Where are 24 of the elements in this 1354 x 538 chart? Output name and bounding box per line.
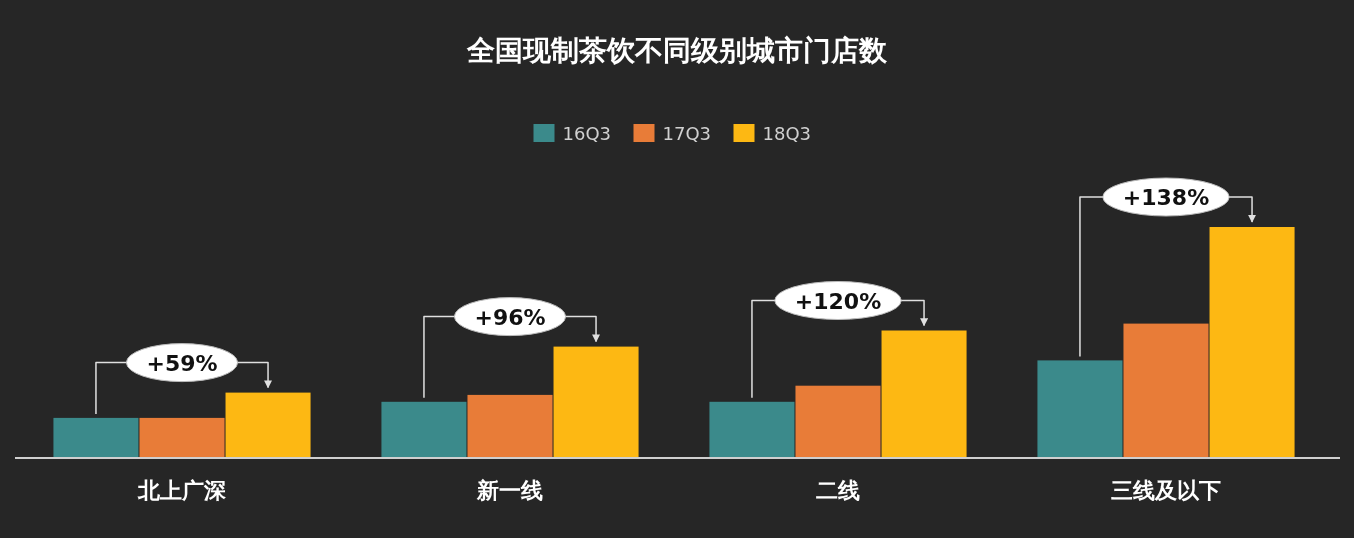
bar (709, 401, 795, 457)
x-tick-label: 北上广深 (137, 478, 226, 503)
bar (225, 392, 311, 457)
bar (139, 417, 225, 457)
annotation: +120% (794, 288, 882, 314)
bar (1037, 360, 1123, 457)
bar (1123, 323, 1209, 457)
legend-label: 17Q3 (662, 123, 712, 144)
x-tick-label: 二线 (816, 478, 860, 503)
bar (881, 330, 967, 457)
bar (553, 346, 639, 457)
bar (1209, 227, 1295, 457)
text: +138% (1122, 185, 1210, 210)
x-tick-label: 三线及以下 (1111, 478, 1221, 503)
legend-label: 16Q3 (562, 123, 612, 144)
chart-title: 全国现制茶饮不同级别城市门店数 (466, 34, 888, 67)
bar (795, 385, 881, 457)
annotation: +59% (146, 350, 218, 376)
bar (381, 401, 467, 457)
annotation: +96% (474, 304, 546, 330)
bar (467, 394, 553, 457)
bar (53, 417, 139, 457)
legend-label: 18Q3 (762, 123, 812, 144)
x-tick-label: 新一线 (476, 478, 543, 503)
